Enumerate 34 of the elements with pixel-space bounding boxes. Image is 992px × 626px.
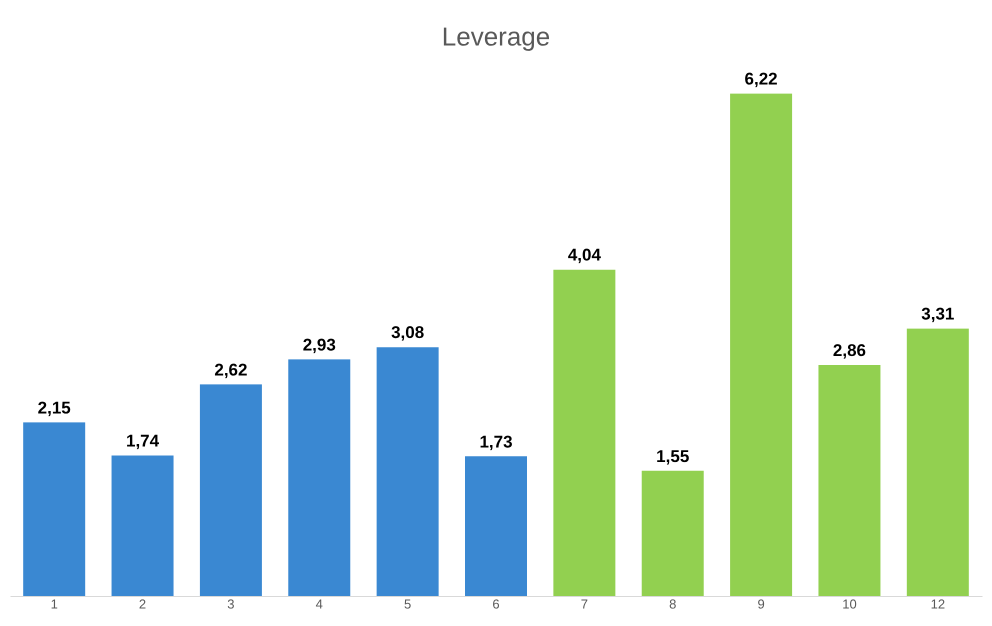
x-tick-label: 7: [580, 596, 588, 612]
bar: [730, 94, 792, 596]
data-label: 3,31: [921, 304, 954, 324]
bar: [23, 422, 86, 596]
data-label: 2,93: [302, 335, 336, 354]
bar: [288, 359, 350, 596]
data-label: 2,86: [832, 341, 866, 360]
x-tick-label: 5: [404, 596, 412, 612]
chart-title: Leverage: [442, 22, 550, 52]
data-label: 6,22: [744, 70, 778, 89]
data-label: 1,55: [656, 446, 690, 466]
x-tick-label: 3: [227, 596, 235, 612]
x-tick-label: 8: [669, 596, 676, 612]
bar: [818, 365, 880, 596]
x-tick-label: 2: [138, 596, 146, 612]
x-tick-label: 9: [757, 596, 765, 612]
data-label: 3,08: [391, 323, 424, 342]
data-label: 1,73: [479, 432, 513, 452]
bar: [200, 384, 262, 596]
bar: [553, 270, 616, 596]
bar: [376, 347, 439, 596]
x-tick-label: 12: [930, 596, 946, 612]
data-label: 2,62: [214, 360, 248, 380]
bar: [906, 328, 969, 596]
x-tick-label: 1: [50, 596, 58, 612]
data-label: 1,74: [126, 431, 160, 450]
data-label: 2,15: [38, 398, 71, 418]
x-tick-label: 6: [492, 596, 500, 612]
bar: [642, 470, 704, 596]
bar: [465, 456, 527, 596]
data-label: 4,04: [568, 246, 602, 265]
x-tick-label: 4: [316, 596, 323, 612]
x-tick-label: 10: [842, 596, 857, 612]
bar: [112, 455, 174, 596]
